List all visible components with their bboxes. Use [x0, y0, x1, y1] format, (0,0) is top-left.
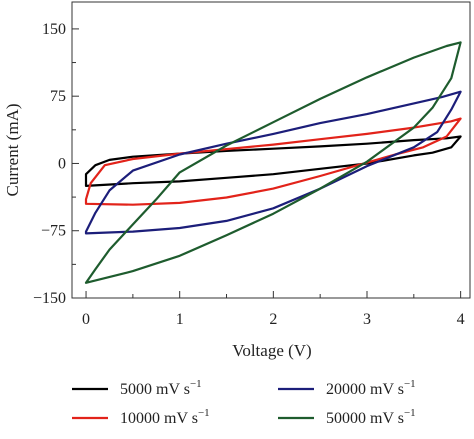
plot-frame	[71, 1, 471, 299]
tick-group: 0 1 2 3 4 150 75 0 −75 −150	[33, 21, 465, 328]
legend-label-4: 50000 mV s−1	[326, 407, 416, 427]
y-tick-label: −75	[41, 223, 66, 240]
cv-loop-series-2	[84, 117, 462, 206]
legend-label-2: 10000 mV s−1	[120, 407, 210, 427]
x-tick-label: 1	[176, 311, 184, 328]
y-tick-label: −150	[33, 290, 66, 307]
x-tick-label: 4	[457, 311, 465, 328]
x-tick-label: 0	[82, 311, 90, 328]
y-tick-label: 0	[58, 155, 66, 172]
y-tick-label: 75	[50, 88, 66, 105]
legend-label-1: 5000 mV s−1	[120, 378, 202, 398]
x-tick-label: 3	[363, 311, 371, 328]
cv-loop-series-4	[84, 41, 462, 284]
x-axis-label: Voltage (V)	[232, 341, 311, 360]
x-tick-label: 2	[269, 311, 277, 328]
legend: 5000 mV s−1 10000 mV s−1 20000 mV s−1 50…	[72, 378, 416, 427]
cv-loop-series-3	[84, 90, 462, 235]
y-tick-label: 150	[42, 21, 66, 38]
legend-label-3: 20000 mV s−1	[326, 378, 416, 398]
curve-group	[84, 41, 462, 284]
y-axis-label: Current (mA)	[3, 103, 22, 196]
